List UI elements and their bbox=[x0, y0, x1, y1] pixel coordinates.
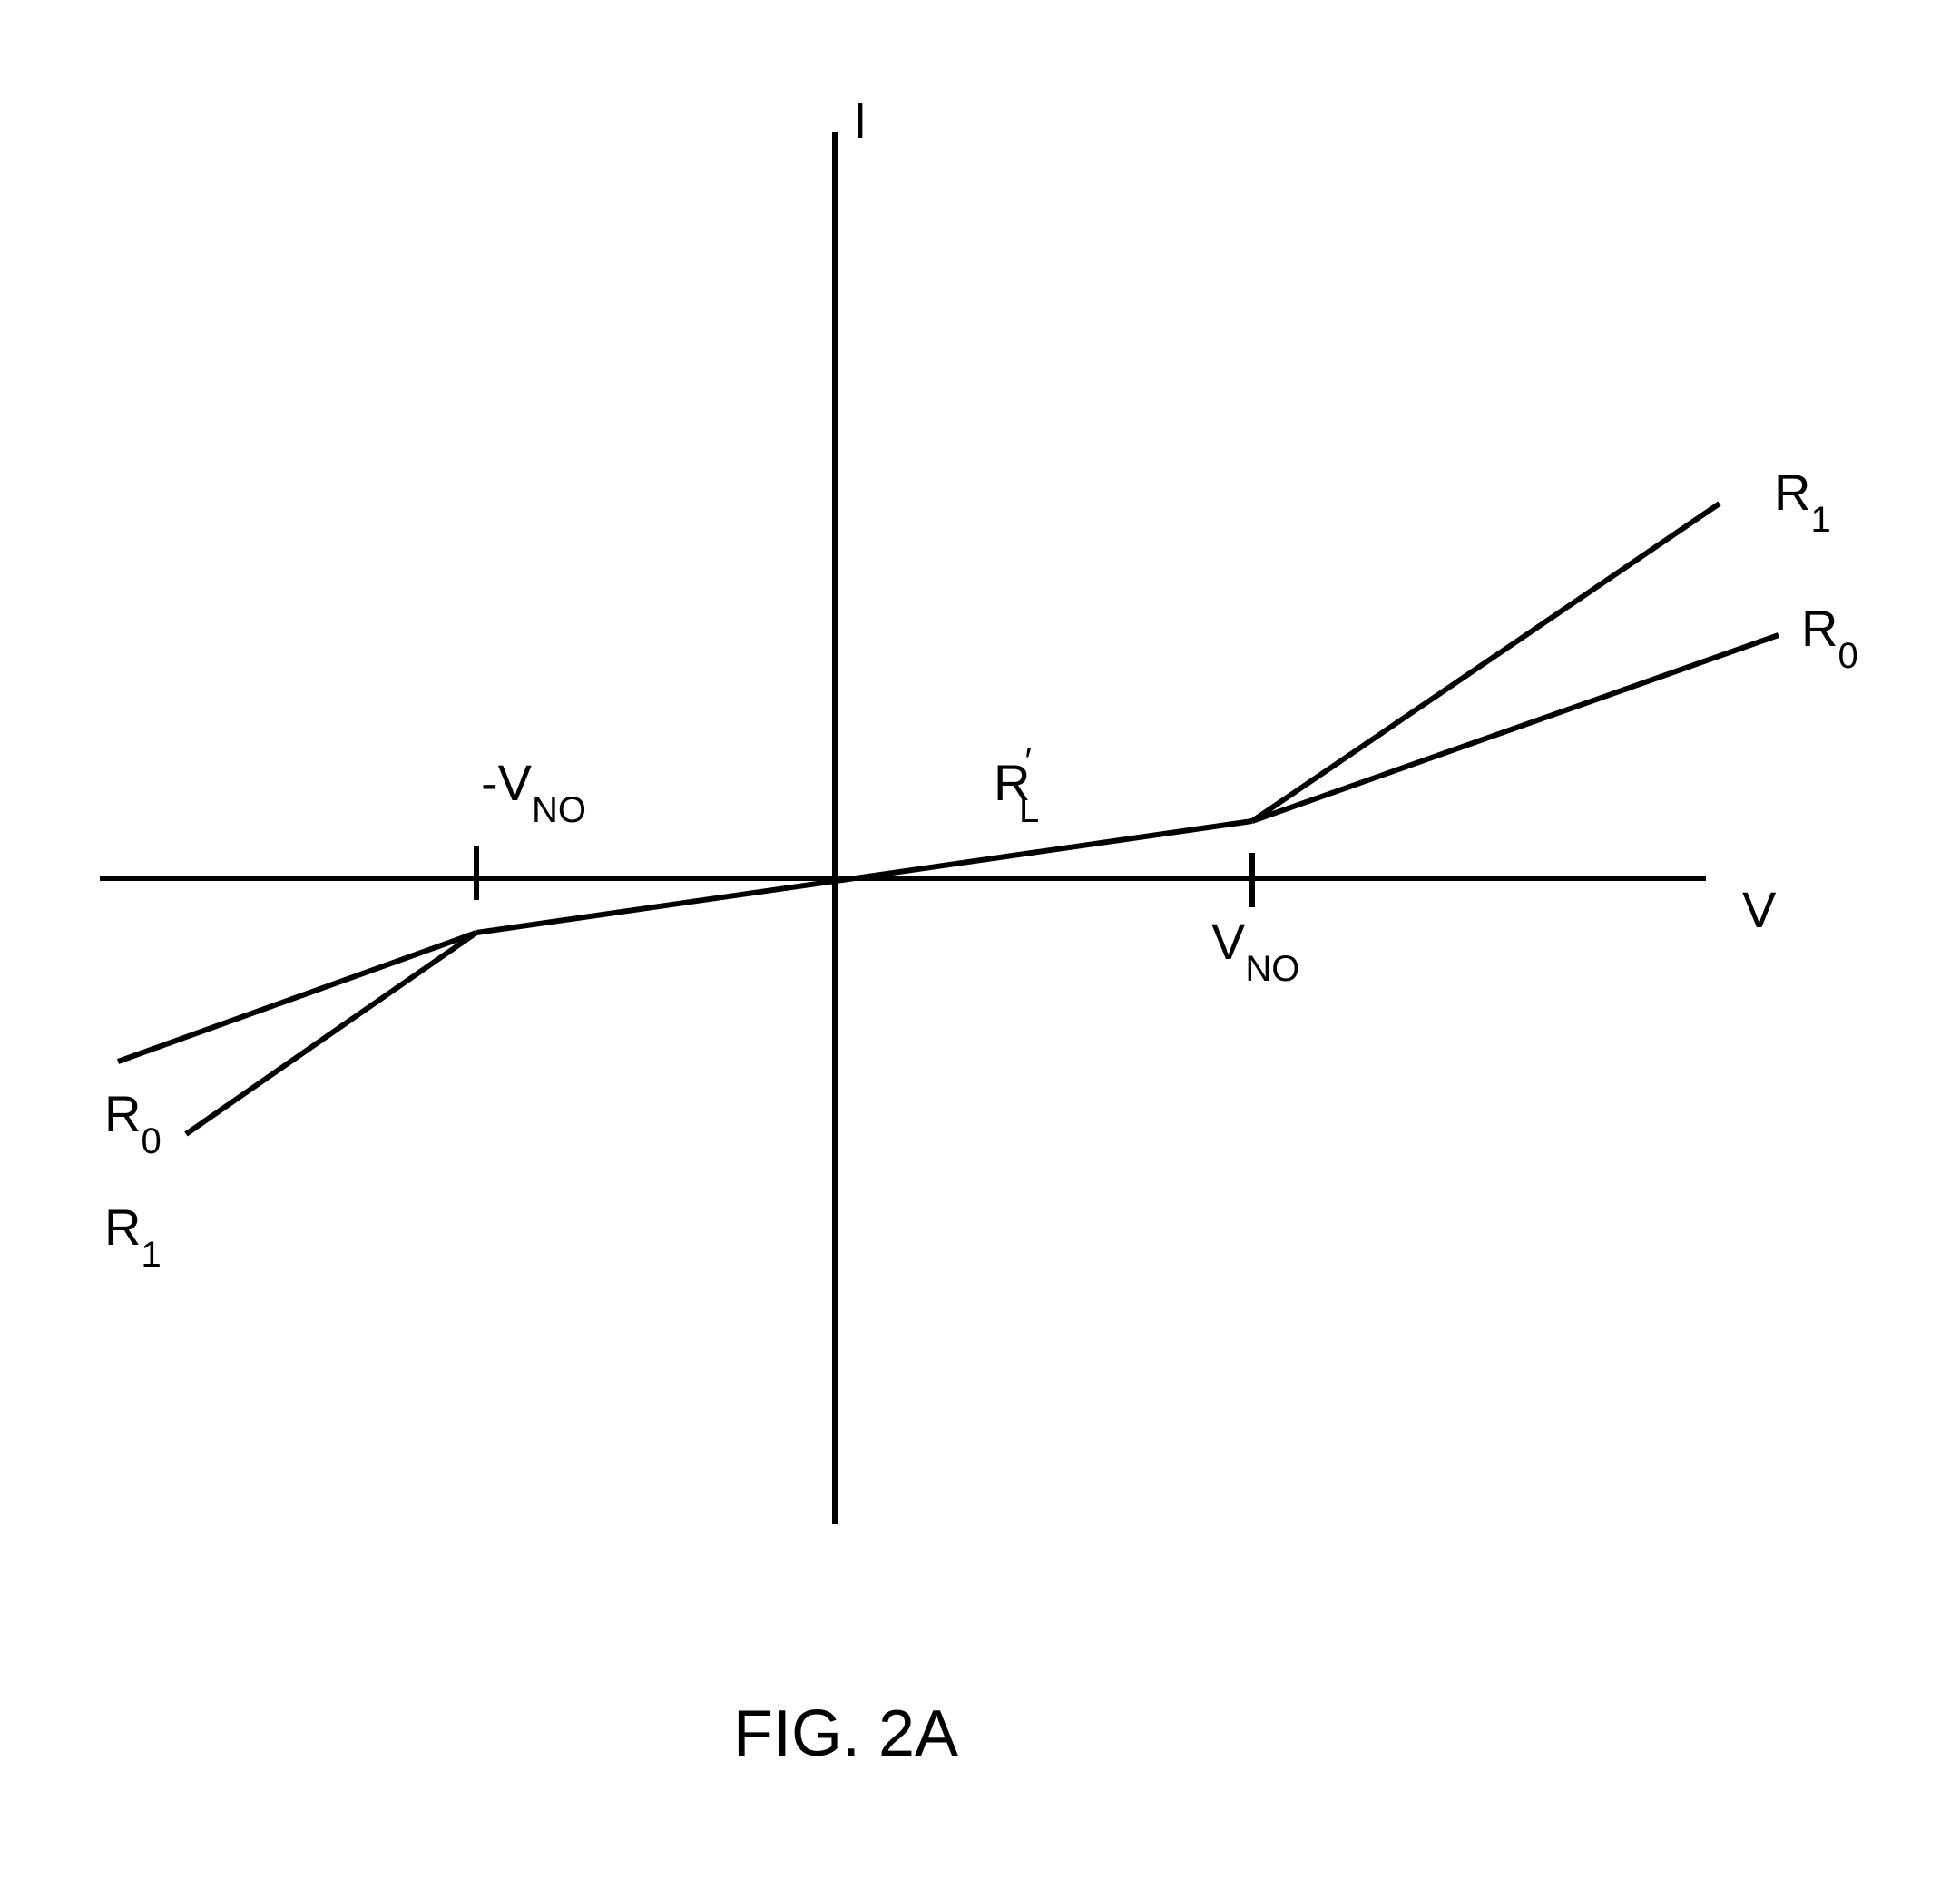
iv-curve-diagram: I V R′L VNO -VNO R1 R0 R0 R1 FIG. 2A bbox=[0, 0, 1960, 1898]
r1-neg-main: R bbox=[104, 1198, 141, 1256]
r1-neg-line bbox=[186, 933, 476, 1134]
rl-prime-sup: ′ bbox=[1024, 741, 1032, 781]
vno-pos-label: VNO bbox=[1211, 912, 1299, 979]
vno-neg-sub: NO bbox=[532, 790, 586, 830]
r0-pos-line bbox=[1252, 635, 1779, 821]
diagram-svg bbox=[0, 0, 1960, 1898]
y-axis-label: I bbox=[853, 91, 867, 150]
x-axis-label: V bbox=[1742, 880, 1776, 939]
r1-pos-sub: 1 bbox=[1810, 500, 1830, 540]
vno-pos-sub: NO bbox=[1245, 949, 1299, 989]
rl-prime-label: R′L bbox=[994, 753, 1039, 820]
figure-caption: FIG. 2A bbox=[733, 1697, 958, 1771]
vno-neg-main: -V bbox=[481, 754, 532, 811]
r0-pos-main: R bbox=[1801, 600, 1838, 657]
r1-pos-main: R bbox=[1774, 464, 1810, 521]
r0-pos-label: R0 bbox=[1801, 599, 1858, 666]
r0-neg-sub: 0 bbox=[141, 1121, 161, 1161]
rl-prime-sub: L bbox=[1019, 790, 1039, 830]
r0-neg-label: R0 bbox=[104, 1084, 162, 1151]
vno-pos-main: V bbox=[1211, 913, 1245, 970]
r1-neg-sub: 1 bbox=[141, 1235, 161, 1275]
r1-pos-label: R1 bbox=[1774, 463, 1831, 530]
r1-pos-line bbox=[1252, 504, 1720, 821]
r0-pos-sub: 0 bbox=[1838, 636, 1857, 676]
r0-neg-main: R bbox=[104, 1085, 141, 1142]
r1-neg-label: R1 bbox=[104, 1198, 162, 1265]
vno-neg-label: -VNO bbox=[481, 753, 586, 820]
r0-neg-line bbox=[118, 933, 476, 1062]
